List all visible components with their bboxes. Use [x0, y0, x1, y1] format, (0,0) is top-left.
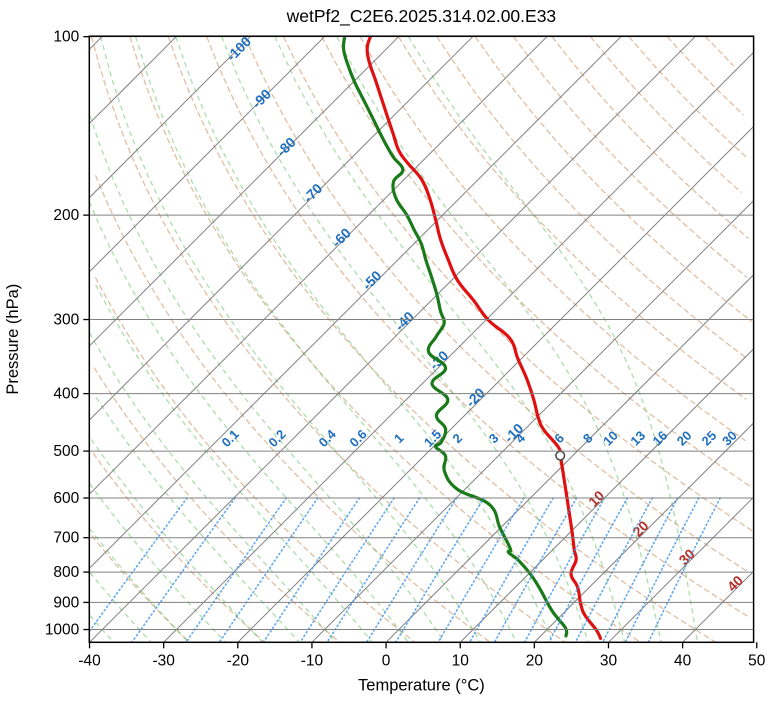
svg-text:800: 800 — [53, 564, 79, 581]
svg-text:Temperature (°C): Temperature (°C) — [358, 676, 485, 694]
svg-text:30: 30 — [600, 652, 618, 669]
svg-text:1000: 1000 — [45, 622, 80, 639]
svg-text:50: 50 — [748, 652, 766, 669]
svg-text:400: 400 — [53, 386, 79, 403]
svg-text:-10: -10 — [301, 652, 324, 669]
svg-text:20: 20 — [526, 652, 544, 669]
svg-text:0: 0 — [382, 652, 391, 669]
svg-text:600: 600 — [53, 490, 79, 507]
svg-text:wetPf2_C2E6.2025.314.02.00.E33: wetPf2_C2E6.2025.314.02.00.E33 — [286, 6, 557, 27]
svg-text:-20: -20 — [227, 652, 250, 669]
svg-text:Pressure (hPa): Pressure (hPa) — [4, 284, 22, 395]
svg-text:10: 10 — [452, 652, 470, 669]
svg-text:300: 300 — [53, 312, 79, 329]
svg-text:900: 900 — [53, 594, 79, 611]
svg-text:100: 100 — [53, 29, 79, 46]
svg-text:200: 200 — [53, 207, 79, 224]
svg-text:500: 500 — [53, 443, 79, 460]
svg-text:-40: -40 — [78, 652, 101, 669]
svg-text:-30: -30 — [152, 652, 175, 669]
svg-text:700: 700 — [53, 530, 79, 547]
svg-text:40: 40 — [674, 652, 692, 669]
